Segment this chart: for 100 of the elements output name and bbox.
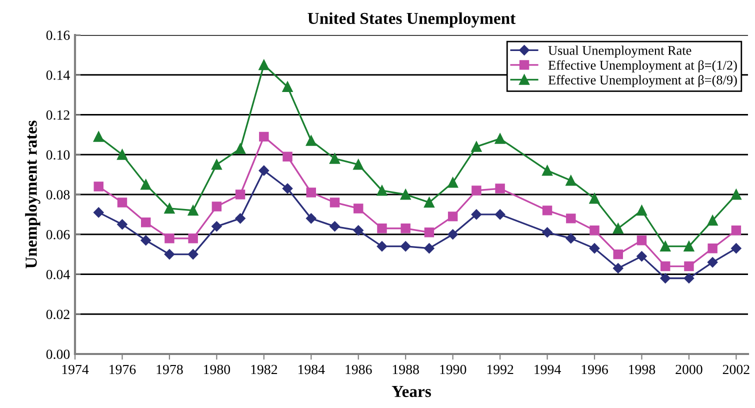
point bbox=[376, 185, 388, 196]
point bbox=[140, 179, 152, 190]
point bbox=[117, 219, 128, 230]
point bbox=[660, 273, 670, 284]
point bbox=[707, 257, 718, 268]
point bbox=[235, 143, 246, 154]
point bbox=[400, 241, 411, 252]
point bbox=[164, 234, 174, 244]
point bbox=[164, 249, 175, 260]
point bbox=[117, 149, 128, 160]
x-tick-label: 1994 bbox=[534, 364, 561, 374]
point bbox=[684, 261, 694, 272]
point bbox=[306, 188, 316, 198]
point bbox=[566, 233, 576, 244]
point bbox=[636, 235, 647, 246]
point bbox=[235, 213, 246, 224]
x-tick-label: 1976 bbox=[110, 364, 136, 374]
point bbox=[542, 165, 552, 176]
point bbox=[306, 135, 316, 146]
point bbox=[613, 263, 624, 274]
point bbox=[494, 133, 506, 144]
point bbox=[424, 197, 434, 208]
point bbox=[472, 186, 482, 196]
chart-title: United States Unemployment bbox=[308, 12, 516, 28]
point bbox=[212, 221, 222, 232]
point bbox=[188, 205, 198, 216]
point bbox=[707, 215, 718, 226]
point bbox=[353, 225, 364, 236]
point bbox=[282, 183, 293, 194]
point bbox=[471, 209, 482, 220]
point bbox=[235, 190, 246, 200]
y-axis-title: Unemployment rates bbox=[25, 120, 40, 268]
x-tick-label: 2002 bbox=[722, 364, 750, 374]
x-tick-label: 1996 bbox=[582, 364, 608, 374]
point bbox=[93, 131, 104, 142]
point bbox=[448, 177, 458, 188]
point bbox=[589, 193, 600, 204]
point bbox=[117, 198, 128, 208]
x-tick-label: 1998 bbox=[629, 364, 656, 374]
point bbox=[636, 251, 647, 262]
y-tick-label: 0.06 bbox=[46, 230, 70, 240]
point bbox=[589, 243, 600, 254]
point bbox=[471, 141, 482, 152]
x-tick-label: 1982 bbox=[251, 364, 278, 374]
y-tick-label: 0.00 bbox=[46, 350, 70, 360]
point bbox=[94, 182, 104, 192]
point bbox=[424, 228, 434, 238]
x-tick-label: 1986 bbox=[346, 364, 372, 374]
point bbox=[730, 189, 742, 200]
point bbox=[494, 209, 506, 220]
point bbox=[731, 226, 742, 236]
point bbox=[636, 205, 647, 216]
x-tick-label: 1992 bbox=[487, 364, 514, 374]
point bbox=[448, 212, 458, 222]
point bbox=[376, 241, 388, 252]
x-tick-label: 1990 bbox=[440, 364, 466, 374]
point bbox=[400, 189, 411, 200]
point bbox=[354, 204, 364, 214]
x-axis-title: Years bbox=[392, 386, 431, 398]
point bbox=[448, 229, 458, 240]
x-tick-label: 1974 bbox=[62, 364, 89, 374]
x-tick-label: 1988 bbox=[392, 364, 419, 374]
point bbox=[400, 224, 410, 234]
point bbox=[140, 235, 151, 246]
point bbox=[282, 152, 292, 162]
x-tick-label: 1978 bbox=[156, 364, 183, 374]
point bbox=[258, 60, 270, 70]
point bbox=[566, 214, 576, 224]
point bbox=[188, 234, 198, 244]
point bbox=[188, 249, 198, 260]
point bbox=[353, 159, 364, 170]
point bbox=[140, 218, 151, 228]
point bbox=[94, 207, 104, 218]
y-tick-label: 0.02 bbox=[46, 310, 70, 320]
point bbox=[708, 243, 718, 254]
point bbox=[566, 175, 576, 186]
point bbox=[282, 82, 293, 92]
y-tick-label: 0.16 bbox=[46, 30, 70, 40]
point bbox=[613, 249, 623, 260]
y-tick-label: 0.10 bbox=[46, 150, 70, 160]
point bbox=[330, 198, 340, 208]
legend-label: Effective Unemployment at β=(1/2) bbox=[548, 60, 737, 72]
point bbox=[590, 226, 600, 236]
point bbox=[495, 184, 505, 194]
point bbox=[212, 202, 222, 212]
point bbox=[330, 221, 340, 232]
x-tick-label: 1980 bbox=[204, 364, 230, 374]
point bbox=[660, 241, 671, 252]
point bbox=[306, 213, 316, 224]
point bbox=[542, 227, 552, 238]
point bbox=[259, 132, 269, 142]
y-tick-label: 0.12 bbox=[46, 110, 70, 120]
point bbox=[211, 159, 222, 170]
point bbox=[612, 223, 624, 234]
legend-label: Usual Unemployment Rate bbox=[548, 46, 692, 58]
point bbox=[684, 273, 694, 284]
point bbox=[377, 224, 387, 234]
point bbox=[731, 243, 742, 254]
y-tick-label: 0.08 bbox=[46, 190, 70, 200]
point bbox=[424, 243, 434, 254]
